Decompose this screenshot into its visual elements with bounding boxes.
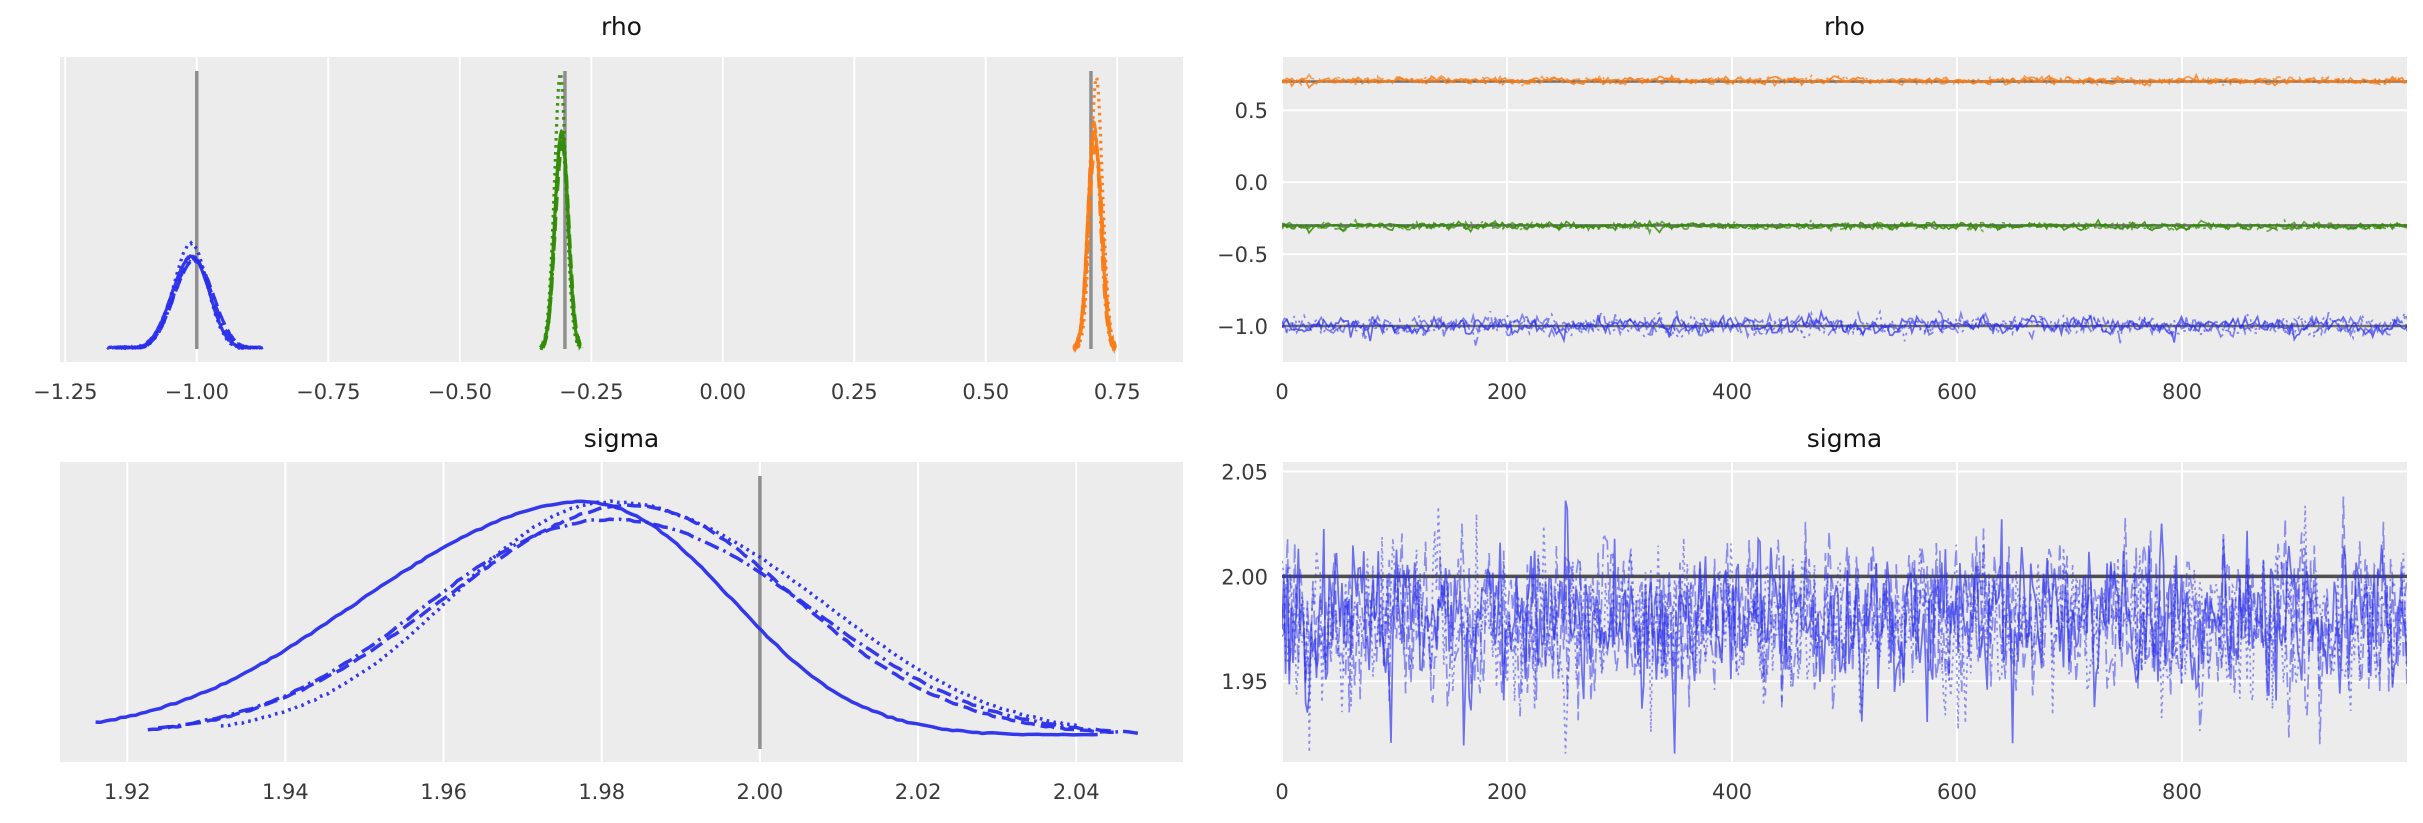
trace-line-rho2-chain-4 [1282, 73, 2407, 87]
x-tick-label: 800 [2162, 780, 2202, 804]
x-tick-label: 1.94 [262, 780, 309, 804]
x-tick-label: 1.92 [104, 780, 151, 804]
kde-curve-sigma-chain-2 [147, 503, 1119, 735]
x-tick-label: 400 [1712, 780, 1752, 804]
x-tick-label: −0.50 [428, 380, 492, 404]
x-tick-label: −1.00 [165, 380, 229, 404]
plot-background [1282, 57, 2407, 362]
data-layer [1282, 72, 2407, 346]
x-tick-label: 0 [1275, 380, 1288, 404]
x-tick-label: 800 [2162, 380, 2202, 404]
data-layer [1282, 496, 2407, 754]
panel-sigma-trace: 0 200 400 600 800 2.05 2.00 1.95 [1221, 460, 2407, 804]
x-tick-label: 600 [1937, 780, 1977, 804]
x-tick-label: 600 [1937, 380, 1977, 404]
y-tick-label: 2.05 [1221, 460, 1268, 484]
y-tick-label: 0.0 [1235, 171, 1268, 195]
trace-line-sigma-chain-2 [1282, 496, 2407, 721]
x-tick-label: −0.75 [296, 380, 360, 404]
kde-curve-rho1-chain-4 [541, 131, 584, 352]
x-tick-label: −1.25 [33, 380, 97, 404]
x-tick-label: −0.25 [559, 380, 623, 404]
x-tick-label: 200 [1487, 780, 1527, 804]
panel-rho-posterior: −1.25 −1.00 −0.75 −0.50 −0.25 0.00 0.25 0.50 0.7… [33, 57, 1183, 404]
title-sigma-trace: sigma [1806, 424, 1883, 453]
plot-background [60, 57, 1183, 362]
kde-curve-rho2-chain-3 [1076, 73, 1116, 350]
x-tick-label: 2.00 [737, 780, 784, 804]
trace-line-rho0-chain-3 [1282, 308, 2407, 342]
x-tick-label: 0.00 [699, 380, 746, 404]
kde-curve-rho0-chain-3 [125, 240, 255, 351]
x-tick-label: 400 [1712, 380, 1752, 404]
x-tick-label: 0.75 [1094, 380, 1141, 404]
kde-curve-sigma-chain-4 [158, 517, 1140, 736]
y-tick-label: 2.00 [1221, 565, 1268, 589]
title-rho-trace: rho [1824, 12, 1865, 41]
x-tick-label: 0 [1275, 780, 1288, 804]
y-tick-label: 1.95 [1221, 670, 1268, 694]
y-tick-label: −0.5 [1217, 243, 1268, 267]
x-tick-label: 1.96 [420, 780, 467, 804]
x-tick-label: 0.50 [962, 380, 1009, 404]
panel-rho-trace: 0 200 400 600 800 0.5 0.0 −0.5 −1.0 [1217, 57, 2407, 404]
x-tick-label: 2.04 [1053, 780, 1100, 804]
trace-line-sigma-chain-3 [1282, 505, 2407, 754]
data-layer [95, 499, 1140, 737]
plot-background [1282, 462, 2407, 762]
data-layer [106, 73, 1119, 355]
kde-curve-sigma-chain-3 [220, 499, 1078, 728]
kde-curve-rho0-chain-4 [115, 256, 265, 351]
y-tick-label: 0.5 [1235, 99, 1268, 123]
kde-curve-rho2-chain-4 [1074, 117, 1119, 355]
trace-line-rho1-chain-1 [1282, 218, 2407, 235]
x-tick-label: 0.25 [831, 380, 878, 404]
x-tick-label: 2.02 [895, 780, 942, 804]
kde-curve-rho1-chain-3 [543, 73, 581, 353]
panel-sigma-posterior: 1.92 1.94 1.96 1.98 2.00 2.02 2.04 [60, 462, 1183, 804]
trace-line-sigma-chain-4 [1282, 518, 2407, 745]
y-tick-label: −1.0 [1217, 315, 1268, 339]
title-rho-posterior: rho [601, 12, 642, 41]
trace-line-rho0-chain-2 [1282, 309, 2407, 344]
x-tick-label: 200 [1487, 380, 1527, 404]
title-sigma-posterior: sigma [583, 424, 660, 453]
x-tick-label: 1.98 [578, 780, 625, 804]
trace-line-rho1-chain-4 [1282, 216, 2407, 236]
